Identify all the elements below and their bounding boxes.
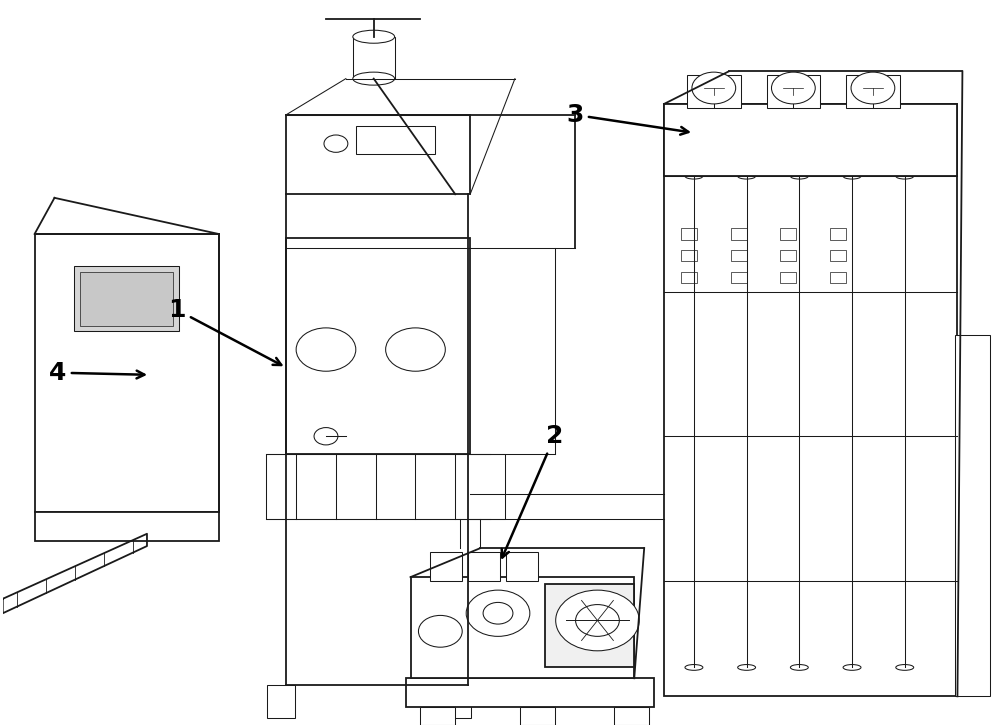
Circle shape [556,590,639,651]
Bar [687,75,741,108]
Circle shape [466,590,530,636]
Circle shape [851,72,895,104]
Ellipse shape [843,665,861,670]
Bar [420,707,455,725]
Bar [35,234,219,512]
Bar [545,585,634,668]
Bar [830,272,846,283]
Bar [780,228,796,240]
Ellipse shape [353,72,395,85]
Text: 1: 1 [168,298,281,365]
Bar [681,228,697,240]
Bar [731,250,747,261]
Bar [35,512,219,541]
Bar [468,552,500,581]
Bar [356,126,435,154]
Bar [780,250,796,261]
Ellipse shape [790,665,808,670]
Bar [681,250,697,261]
Bar [846,75,900,108]
Ellipse shape [896,665,914,670]
Bar [80,272,173,326]
Bar [664,104,957,696]
Bar [286,237,470,454]
Ellipse shape [685,173,703,179]
Bar [411,577,634,678]
Circle shape [324,135,348,152]
Ellipse shape [896,173,914,179]
Circle shape [576,604,619,636]
Bar [353,36,395,79]
Ellipse shape [685,665,703,670]
Bar [731,228,747,240]
Bar [614,707,649,725]
Circle shape [296,328,356,371]
Circle shape [314,427,338,445]
Bar [830,250,846,261]
Text: 2: 2 [502,424,563,558]
Circle shape [483,602,513,624]
Circle shape [418,615,462,647]
Text: 4: 4 [49,360,144,384]
Bar [406,678,654,707]
Bar [506,552,538,581]
Ellipse shape [353,31,395,43]
Text: 3: 3 [566,103,688,135]
Bar [664,104,957,176]
Bar [443,686,471,718]
Circle shape [692,72,736,104]
Ellipse shape [738,173,756,179]
Bar [267,686,295,718]
Bar [731,272,747,283]
Bar [520,707,555,725]
Bar [266,454,505,519]
Bar [74,266,179,331]
Bar [830,228,846,240]
Bar [780,272,796,283]
Circle shape [386,328,445,371]
Bar [430,552,462,581]
Bar [955,335,990,696]
Ellipse shape [843,173,861,179]
Ellipse shape [738,665,756,670]
Ellipse shape [790,173,808,179]
Circle shape [771,72,815,104]
Bar [286,115,470,194]
Bar [681,272,697,283]
Bar [767,75,820,108]
